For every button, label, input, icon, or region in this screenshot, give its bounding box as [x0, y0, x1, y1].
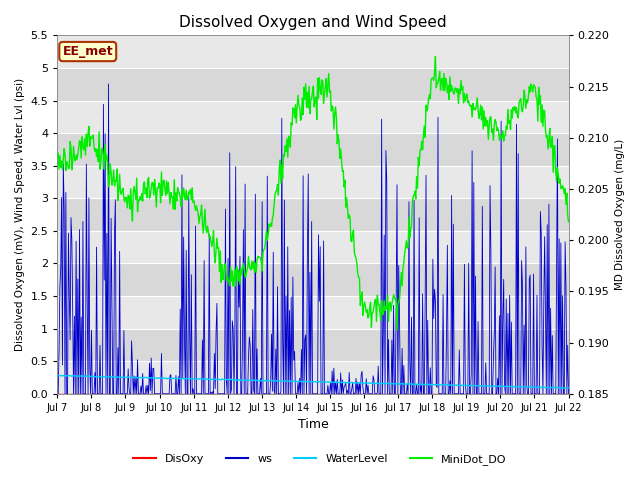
Title: Dissolved Oxygen and Wind Speed: Dissolved Oxygen and Wind Speed [179, 15, 447, 30]
Y-axis label: MD Dissolved Oxygen (mg/L): MD Dissolved Oxygen (mg/L) [615, 139, 625, 290]
Bar [58, 296, 568, 329]
Bar [58, 198, 568, 231]
Bar [58, 133, 568, 166]
Bar [58, 36, 568, 68]
Bar [58, 100, 568, 133]
Legend: DisOxy, ws, WaterLevel, MiniDot_DO: DisOxy, ws, WaterLevel, MiniDot_DO [129, 450, 511, 469]
Y-axis label: Dissolved Oxygen (mV), Wind Speed, Water Lvl (psi): Dissolved Oxygen (mV), Wind Speed, Water… [15, 78, 25, 351]
Bar [58, 231, 568, 264]
Text: EE_met: EE_met [63, 45, 113, 58]
Bar [58, 329, 568, 361]
Bar [58, 68, 568, 100]
Bar [58, 361, 568, 394]
X-axis label: Time: Time [298, 419, 328, 432]
Bar [58, 264, 568, 296]
Bar [58, 166, 568, 198]
